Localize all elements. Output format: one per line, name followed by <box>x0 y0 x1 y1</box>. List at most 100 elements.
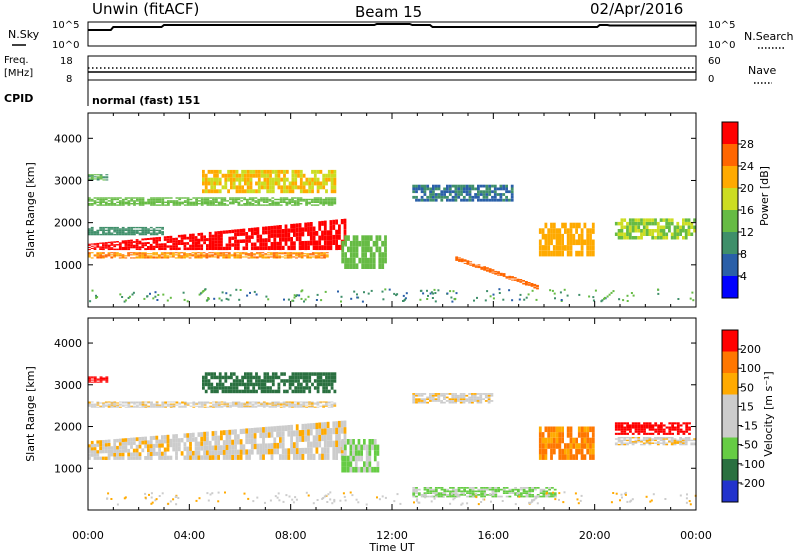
velocity-ground-scatter-cell <box>475 496 478 499</box>
velocity-cell <box>141 402 145 404</box>
velocity-cell <box>163 455 167 460</box>
power-cell <box>302 198 306 201</box>
power-ground-scatter-cell <box>149 292 151 295</box>
power-cell <box>249 169 253 174</box>
power-cell <box>313 201 317 203</box>
power-cell <box>144 242 147 245</box>
power-cell <box>462 187 466 191</box>
power-cell <box>530 285 534 287</box>
power-cell <box>183 244 187 248</box>
power-cell <box>174 254 178 256</box>
velocity-cell <box>643 426 646 429</box>
power-ground-scatter-cell <box>592 296 595 299</box>
velocity-cell <box>462 400 466 402</box>
power-cell <box>169 256 172 258</box>
velocity-cell <box>671 422 674 425</box>
velocity-cell <box>246 404 249 406</box>
power-cell <box>468 190 472 194</box>
velocity-cell <box>285 402 289 404</box>
power-cell <box>197 256 200 258</box>
velocity-cell <box>693 438 696 440</box>
velocity-cell <box>569 426 573 433</box>
velocity-cell <box>255 389 258 394</box>
power-cell <box>158 255 161 257</box>
velocity-cell <box>338 440 341 447</box>
velocity-cell <box>309 423 313 430</box>
velocity-cell <box>463 488 466 491</box>
power-ground-scatter-cell <box>518 298 521 301</box>
power-cell <box>185 255 189 257</box>
velocity-cell <box>172 406 176 408</box>
velocity-cell <box>335 440 338 447</box>
velocity-cell <box>255 375 258 380</box>
power-cell <box>172 253 175 255</box>
power-cell <box>141 197 145 199</box>
power-cell <box>219 252 223 254</box>
velocity-cell <box>99 450 102 454</box>
velocity-cell <box>333 389 337 394</box>
velocity-cell <box>299 389 303 394</box>
power-cell <box>132 244 136 247</box>
power-cell <box>110 198 114 201</box>
velocity-cell <box>248 449 251 455</box>
power-cell <box>208 244 212 247</box>
velocity-ground-scatter-cell <box>243 492 246 495</box>
velocity-cell <box>662 437 666 439</box>
power-cell <box>285 189 289 194</box>
power-cell <box>564 222 567 229</box>
velocity-cell <box>191 455 195 460</box>
power-cell <box>255 189 258 194</box>
power-cell <box>268 204 272 206</box>
velocity-cell <box>459 401 463 404</box>
power-cell <box>508 278 512 280</box>
velocity-cell <box>138 444 142 449</box>
velocity-cell <box>155 439 159 444</box>
power-cell <box>240 197 244 199</box>
velocity-cell <box>206 436 209 441</box>
power-cell <box>222 246 226 251</box>
velocity-cell <box>116 404 119 406</box>
power-cell <box>216 181 219 186</box>
power-cell <box>197 255 200 257</box>
velocity-cell <box>291 382 295 387</box>
power-cell <box>93 232 97 234</box>
power-cell <box>152 241 156 244</box>
power-cell <box>246 181 250 186</box>
power-cell <box>267 246 271 251</box>
velocity-cell <box>271 404 275 406</box>
velocity-cell <box>323 422 327 429</box>
power-cell <box>294 169 298 174</box>
power-ground-scatter-cell <box>626 294 629 297</box>
power-cell <box>458 257 461 259</box>
velocity-cell <box>365 450 369 456</box>
velocity-cell <box>354 455 358 462</box>
velocity-cell <box>288 375 292 380</box>
velocity-cell <box>265 402 269 404</box>
velocity-cell <box>147 405 150 407</box>
velocity-cell <box>660 428 663 431</box>
velocity-cell <box>271 375 275 380</box>
power-cell <box>333 169 337 174</box>
beam-title: Beam 15 <box>355 3 422 21</box>
velocity-cell <box>651 438 655 440</box>
power-cell <box>238 173 242 178</box>
power-cell <box>161 197 165 199</box>
power-cell <box>225 246 229 251</box>
power-cell <box>493 190 497 194</box>
power-cell <box>458 260 461 262</box>
power-cell <box>107 197 111 199</box>
velocity-cell <box>110 449 114 453</box>
velocity-cell <box>172 404 176 406</box>
velocity-cell <box>429 393 432 395</box>
power-cell <box>243 197 246 199</box>
power-cell <box>130 244 133 247</box>
velocity-cell <box>172 438 176 443</box>
power-cell <box>591 228 595 234</box>
velocity-cell <box>539 488 543 491</box>
velocity-cell <box>235 379 239 383</box>
power-ground-scatter-cell <box>156 299 159 301</box>
velocity-cell <box>136 401 139 403</box>
velocity-cell <box>93 450 97 454</box>
power-cell <box>679 225 682 229</box>
velocity-cell <box>144 401 148 403</box>
